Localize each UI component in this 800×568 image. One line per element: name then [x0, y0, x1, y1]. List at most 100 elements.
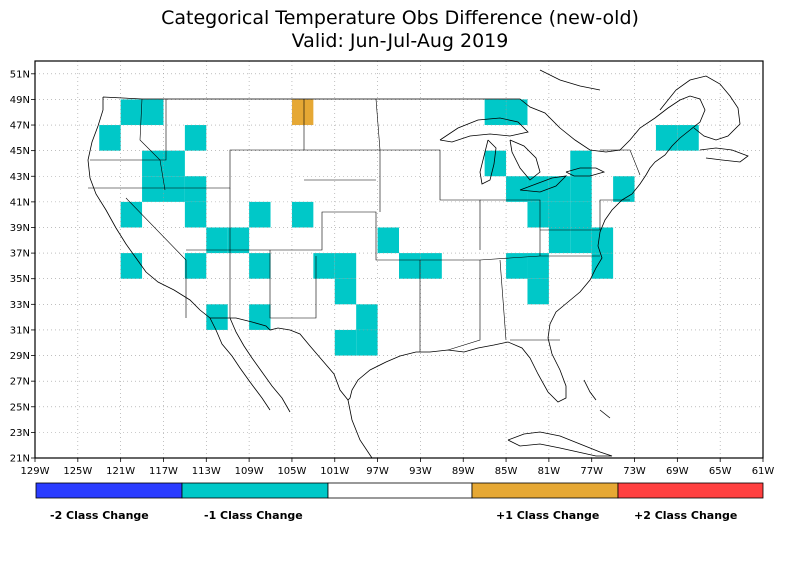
cell-minus1	[570, 176, 592, 202]
map-title: Categorical Temperature Obs Difference (…	[161, 7, 639, 29]
lon-tick-label: 81W	[538, 466, 561, 477]
legend: -2 Class Change -1 Class Change +1 Class…	[35, 482, 764, 522]
cell-minus1	[570, 150, 592, 177]
cell-minus1	[291, 201, 314, 228]
legend-box-minus1	[181, 482, 329, 499]
cell-minus1	[206, 227, 228, 254]
cell-minus1	[655, 125, 678, 151]
lon-tick-label: 97W	[366, 466, 389, 477]
lon-tick-label: 73W	[623, 466, 646, 477]
lon-tick-label: 109W	[235, 466, 264, 477]
lon-tick-label: 101W	[320, 466, 349, 477]
cell-minus1	[206, 304, 228, 330]
legend-label-plus2: +2 Class Change	[634, 509, 737, 522]
lon-tick-label: 85W	[495, 466, 518, 477]
state-lines	[139, 98, 166, 191]
lat-tick-label: 45N	[10, 146, 30, 157]
cell-minus1	[484, 150, 507, 177]
state-lines-5	[125, 197, 187, 318]
mexico-gulf-coast	[347, 399, 373, 459]
cell-minus1	[570, 201, 592, 228]
lat-tick-label: 51N	[10, 69, 30, 80]
lon-tick-label: 69W	[666, 466, 689, 477]
axis-ticks: 129W 125W 121W 117W 113W 109W 105W 101W 97W 93W 89…	[10, 69, 775, 477]
cell-minus1	[227, 227, 250, 254]
legend-box-plus1	[471, 482, 619, 499]
lake-ontario	[565, 167, 606, 177]
lake-superior	[439, 117, 529, 143]
cell-minus1	[334, 278, 357, 305]
lat-tick-label: 29N	[10, 351, 30, 362]
lon-tick-label: 117W	[149, 466, 178, 477]
cell-minus1	[99, 125, 121, 151]
cell-minus1	[548, 176, 571, 202]
lat-tick-label: 25N	[10, 402, 30, 413]
map-boundaries	[87, 69, 749, 459]
lake-erie	[519, 175, 568, 193]
state-lines-2	[90, 99, 167, 161]
cell-minus1	[527, 176, 549, 202]
cell-plus1	[291, 99, 314, 126]
lat-tick-label: 43N	[10, 172, 30, 183]
cell-minus1	[399, 253, 421, 279]
cell-minus1	[249, 304, 271, 330]
lat-tick-label: 49N	[10, 95, 30, 106]
state-lines-14	[480, 199, 541, 256]
state-lines-11	[420, 255, 600, 261]
cell-minus1	[420, 253, 442, 279]
bahamas-2	[599, 409, 611, 419]
cell-minus1	[506, 253, 528, 279]
lat-tick-label: 33N	[10, 300, 30, 311]
legend-label-plus1: +1 Class Change	[496, 509, 599, 522]
lat-tick-label: 21N	[10, 454, 30, 465]
cell-minus1	[313, 253, 335, 279]
lon-tick-label: 125W	[63, 466, 92, 477]
cell-minus1	[356, 304, 378, 330]
cell-minus1	[334, 329, 357, 356]
lon-tick-label: 113W	[192, 466, 221, 477]
cell-minus1	[506, 176, 528, 202]
nova-scotia	[699, 147, 749, 163]
cell-minus1	[527, 278, 549, 305]
cell-minus1	[613, 176, 635, 202]
cell-minus1	[249, 201, 271, 228]
lat-tick-label: 41N	[10, 197, 30, 208]
mexico-coast	[209, 317, 271, 411]
lat-tick-label: 31N	[10, 325, 30, 336]
cell-minus1	[120, 201, 143, 228]
canada-coast	[659, 75, 741, 141]
lon-tick-label: 105W	[277, 466, 306, 477]
lon-tick-label: 129W	[21, 466, 50, 477]
cell-minus1	[142, 150, 164, 177]
cell-minus1	[484, 99, 507, 126]
lat-tick-label: 37N	[10, 249, 30, 260]
cell-minus1	[184, 201, 207, 228]
cuba	[507, 431, 613, 457]
cell-minus1	[120, 253, 143, 279]
cell-minus1	[548, 227, 571, 254]
lake-huron	[509, 139, 541, 181]
cell-minus1	[120, 99, 143, 126]
cell-minus1	[184, 176, 207, 202]
lat-tick-label: 47N	[10, 121, 30, 132]
lon-tick-label: 77W	[580, 466, 603, 477]
lat-tick-label: 39N	[10, 223, 30, 234]
map-subtitle: Valid: Jun-Jul-Aug 2019	[291, 30, 509, 52]
cell-minus1	[356, 329, 378, 356]
legend-box-minus2	[35, 482, 183, 499]
lon-tick-label: 65W	[709, 466, 732, 477]
cell-minus1	[163, 150, 185, 177]
state-lines-15	[540, 199, 630, 231]
gulf-of-california	[229, 317, 291, 413]
cell-minus1	[249, 253, 271, 279]
us-outline	[87, 95, 706, 403]
cell-minus1	[527, 201, 549, 228]
lon-tick-label: 121W	[106, 466, 135, 477]
legend-label-minus1: -1 Class Change	[204, 509, 303, 522]
state-lines-6	[186, 249, 231, 318]
cell-minus1	[184, 125, 207, 151]
state-lines-7	[269, 250, 317, 319]
cell-minus1	[142, 99, 164, 126]
lat-tick-label: 35N	[10, 274, 30, 285]
cell-minus1	[506, 99, 528, 126]
